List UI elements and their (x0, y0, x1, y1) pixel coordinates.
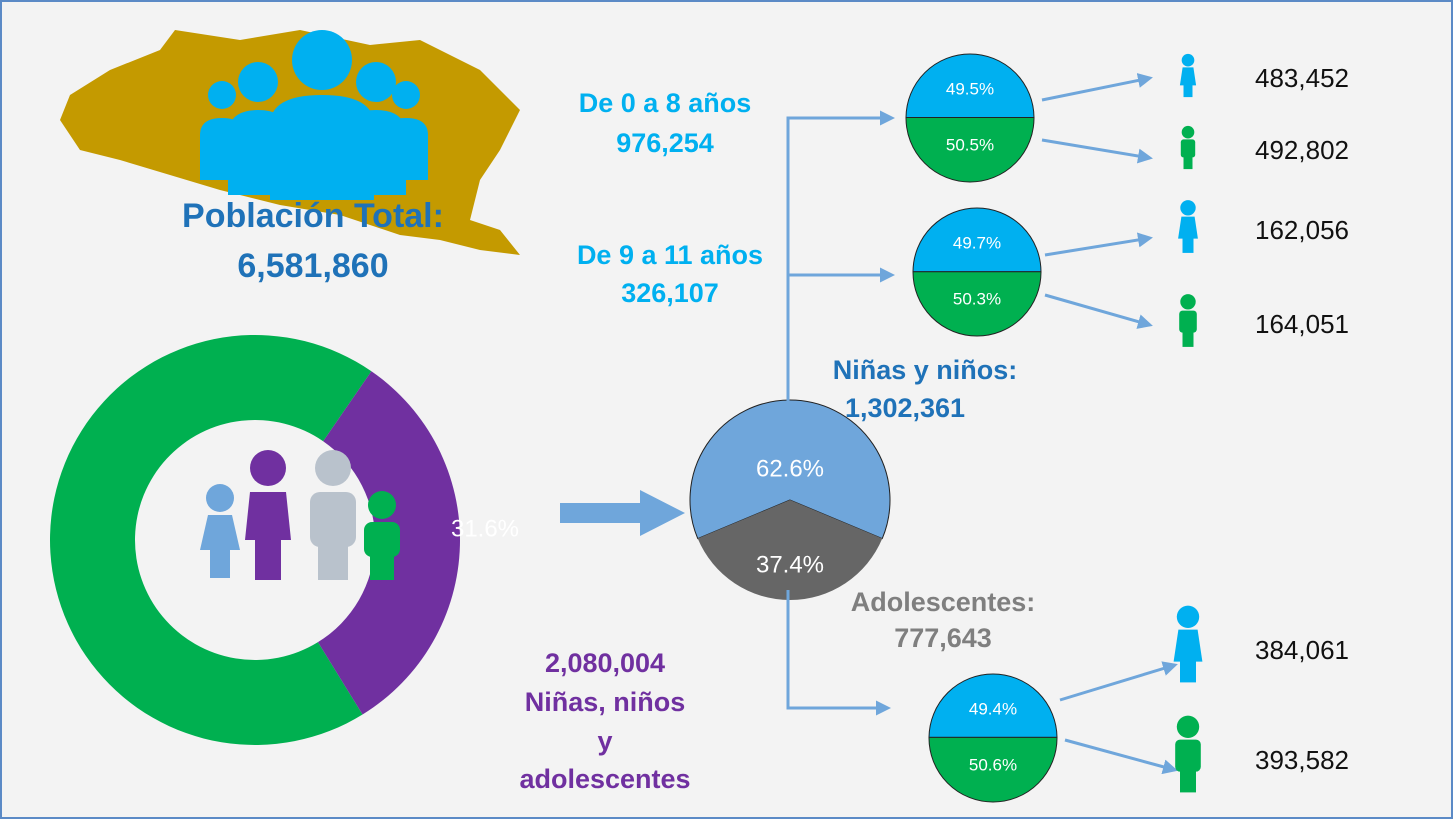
family-icon (200, 450, 400, 580)
children-title: Niñas y niños: (833, 355, 1018, 385)
group-value: 2,080,004 (545, 648, 665, 678)
count: 384,061 (1255, 635, 1349, 665)
person-icon (1183, 156, 1193, 170)
age-title: De 0 a 8 años (579, 88, 752, 118)
pie-top (905, 53, 1035, 118)
group-line: y (597, 726, 612, 756)
age-value: 976,254 (616, 128, 714, 158)
total-title: Población Total: (182, 197, 444, 235)
count: 164,051 (1255, 309, 1349, 339)
age-title: De 9 a 11 años (577, 240, 763, 270)
person-icon (1183, 84, 1193, 98)
group-line: Niñas, niños (525, 687, 686, 717)
big-arrow (560, 490, 685, 536)
children-value: 1,302,361 (845, 393, 965, 423)
person-icon (1176, 715, 1200, 738)
group-line: adolescentes (519, 764, 690, 794)
split-segment (689, 399, 891, 540)
donut-label: 31.6% (451, 515, 519, 542)
person-icon (1180, 294, 1196, 310)
pie-label: 50.6% (969, 755, 1017, 774)
split-label: 62.6% (756, 455, 824, 482)
pie-label: 50.3% (953, 289, 1001, 308)
person-icon (1181, 53, 1195, 67)
count: 393,582 (1255, 745, 1349, 775)
person-icon (1175, 739, 1201, 772)
person-icon (1180, 200, 1196, 216)
person-icon (1180, 660, 1196, 683)
pie-bottom (912, 271, 1042, 337)
pie-label: 49.4% (969, 699, 1017, 718)
teens-title: Adolescentes: (851, 587, 1036, 617)
pie-bottom (905, 116, 1035, 183)
split-label: 37.4% (756, 551, 824, 578)
person-icon (1179, 67, 1197, 86)
person-icon (1182, 331, 1194, 347)
person-icon (1178, 216, 1198, 239)
age-value: 326,107 (621, 278, 719, 308)
person-icon (1179, 310, 1197, 333)
pie-label: 49.7% (953, 233, 1001, 252)
split-pie: 62.6% 37.4% (689, 399, 891, 600)
count: 492,802 (1255, 135, 1349, 165)
person-icon (1176, 605, 1200, 628)
person-icon (1180, 770, 1196, 793)
person-icon (1173, 629, 1203, 662)
total-value: 6,581,860 (237, 247, 388, 285)
people-icon (200, 30, 428, 200)
donut-rest (49, 335, 372, 745)
pie-label: 50.5% (946, 135, 994, 154)
count: 162,056 (1255, 215, 1349, 245)
pie-label: 49.5% (946, 79, 994, 98)
person-icon (1182, 237, 1194, 253)
pie-top (912, 207, 1042, 273)
count: 483,452 (1255, 63, 1349, 93)
person-icon (1180, 139, 1196, 158)
pie-top (928, 673, 1058, 738)
teens-value: 777,643 (894, 623, 992, 653)
person-icon (1181, 125, 1195, 139)
pie-bottom (928, 736, 1058, 803)
connectors (786, 73, 1178, 775)
split-segment (697, 500, 883, 600)
